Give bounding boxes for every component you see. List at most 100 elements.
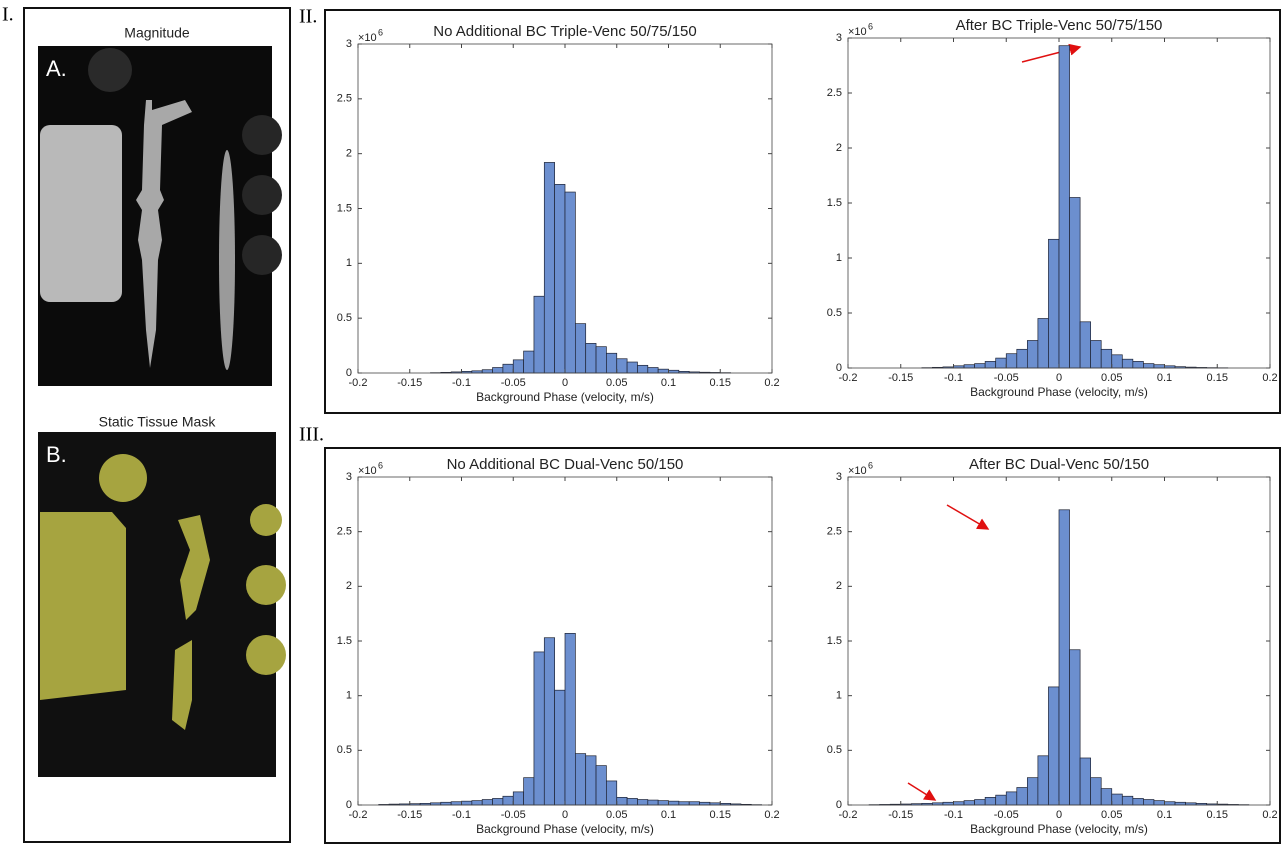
bar	[606, 781, 616, 805]
bar	[534, 652, 544, 805]
bar	[565, 192, 575, 373]
bar	[1059, 510, 1070, 805]
y-tick-label: 3	[836, 471, 842, 483]
bar	[1006, 792, 1017, 805]
bar	[964, 801, 975, 805]
bar	[1048, 687, 1059, 805]
bar	[524, 351, 534, 373]
bar	[700, 802, 710, 805]
y-tick-label: 0	[346, 799, 352, 811]
x-tick-label: 0.15	[1207, 372, 1228, 384]
bar	[441, 802, 451, 805]
bar	[544, 638, 554, 805]
bar	[1112, 355, 1123, 368]
bar	[1133, 798, 1144, 805]
bar	[679, 802, 689, 805]
y-multiplier-exponent: 6	[868, 21, 873, 31]
bar	[1038, 756, 1049, 805]
bar	[482, 800, 492, 805]
x-tick-label: -0.05	[994, 809, 1019, 821]
x-tick-label: -0.15	[888, 809, 913, 821]
bar	[524, 778, 534, 805]
x-tick-label: -0.1	[452, 809, 471, 821]
y-multiplier: ×10	[358, 32, 377, 44]
bar	[586, 756, 596, 805]
y-tick-label: 0	[836, 799, 842, 811]
bar	[943, 802, 954, 805]
bar	[1165, 802, 1176, 805]
arrow	[908, 783, 935, 800]
x-axis-label: Background Phase (velocity, m/s)	[476, 822, 654, 836]
y-tick-label: 2	[346, 580, 352, 592]
bar	[534, 296, 544, 373]
bar	[1154, 801, 1165, 805]
bar	[451, 802, 461, 805]
x-tick-label: 0.15	[1207, 809, 1228, 821]
bar	[658, 801, 668, 805]
y-tick-label: 3	[836, 32, 842, 44]
bar	[565, 633, 575, 805]
x-tick-label: 0.1	[1157, 372, 1172, 384]
x-tick-label: -0.05	[501, 377, 526, 389]
bar	[462, 801, 472, 805]
y-tick-label: 1	[346, 690, 352, 702]
y-tick-label: 1	[346, 257, 352, 269]
y-multiplier-exponent: 6	[868, 460, 873, 470]
bar	[1143, 800, 1154, 805]
bar	[575, 754, 585, 805]
bar	[648, 368, 658, 373]
y-multiplier: ×10	[848, 26, 867, 38]
x-tick-label: -0.15	[888, 372, 913, 384]
bar	[606, 353, 616, 373]
y-tick-label: 2	[836, 580, 842, 592]
y-tick-label: 0.5	[827, 307, 842, 319]
bar	[575, 324, 585, 373]
bar	[513, 792, 523, 805]
bar	[1101, 789, 1112, 805]
x-tick-label: 0	[1056, 372, 1062, 384]
bar	[1059, 46, 1070, 368]
bar	[669, 801, 679, 805]
bar	[964, 365, 975, 368]
chart-title: After BC Dual-Venc 50/150	[969, 456, 1149, 473]
y-tick-label: 0.5	[337, 312, 352, 324]
bar	[1080, 322, 1091, 368]
x-tick-label: -0.1	[452, 377, 471, 389]
bar	[503, 364, 513, 373]
y-tick-label: 3	[346, 38, 352, 50]
x-axis-label: Background Phase (velocity, m/s)	[476, 390, 654, 404]
bar	[1017, 788, 1028, 805]
bar	[1133, 361, 1144, 368]
bar	[1027, 341, 1038, 369]
x-tick-label: 0.05	[1101, 809, 1122, 821]
image-label: B.	[46, 442, 67, 467]
arrow	[947, 505, 988, 529]
bar	[1080, 758, 1091, 805]
x-tick-label: 0.2	[1262, 372, 1277, 384]
image-label: A.	[46, 56, 67, 81]
bar	[555, 184, 565, 373]
x-tick-label: -0.15	[397, 377, 422, 389]
x-tick-label: 0.15	[710, 809, 731, 821]
bar	[1038, 319, 1049, 369]
chart-title: No Additional BC Dual-Venc 50/150	[447, 456, 684, 473]
x-tick-label: 0.1	[1157, 809, 1172, 821]
mask-image	[38, 432, 286, 777]
x-tick-label: 0.2	[1262, 809, 1277, 821]
x-tick-label: 0.05	[606, 377, 627, 389]
bar	[596, 347, 606, 373]
panel-label: II.	[299, 6, 317, 28]
bar	[493, 368, 503, 373]
x-tick-label: 0.1	[661, 809, 676, 821]
bar	[627, 362, 637, 373]
bar	[1027, 778, 1038, 805]
y-tick-label: 2	[836, 142, 842, 154]
bar	[586, 343, 596, 373]
bar	[617, 797, 627, 805]
panel-frame	[325, 10, 1280, 413]
y-tick-label: 0.5	[827, 744, 842, 756]
bar	[1154, 365, 1165, 368]
bar	[985, 797, 996, 805]
bar	[996, 358, 1007, 368]
x-tick-label: 0	[562, 377, 568, 389]
